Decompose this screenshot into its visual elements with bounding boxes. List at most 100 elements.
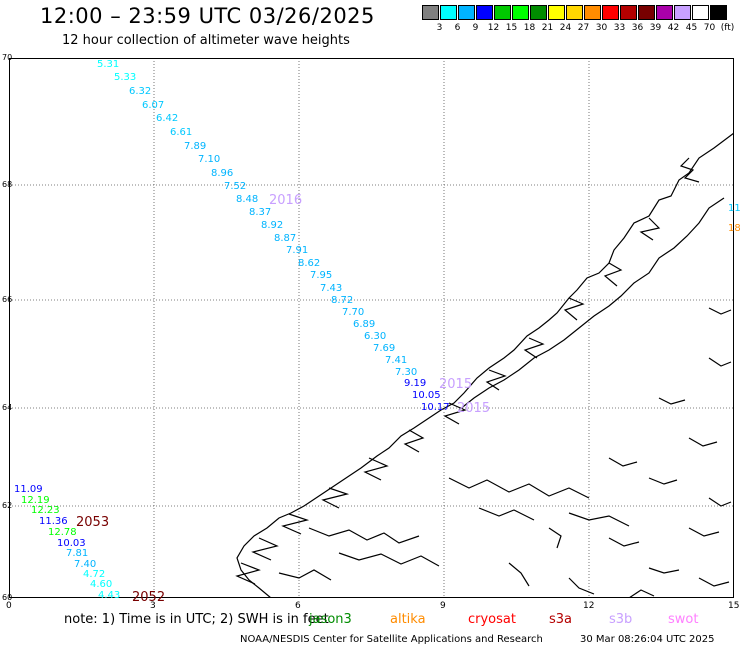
lat-label: 62	[2, 501, 13, 510]
scale-swatch	[710, 5, 727, 20]
wave-height-value: 6.32	[129, 86, 152, 97]
lon-label: 3	[150, 601, 156, 611]
wave-height-value: 7.40	[74, 559, 97, 570]
wave-height-value: 7.95	[310, 270, 333, 281]
scale-label: 15	[505, 23, 518, 33]
wave-height-value: 7.81	[66, 548, 89, 559]
scale-swatch	[476, 5, 493, 20]
satellite-jason3: jason3	[309, 612, 352, 627]
wave-height-value: 11.36	[39, 516, 68, 527]
wave-height-value: 10.17	[421, 402, 450, 413]
wave-height-value: 8.48	[236, 194, 259, 205]
scale-swatch	[692, 5, 709, 20]
satellite-cryosat: cryosat	[468, 612, 516, 627]
scale-swatch	[674, 5, 691, 20]
lat-label: 70	[2, 53, 13, 62]
scale-label: 33	[613, 23, 626, 33]
wave-height-value: 12.78	[48, 527, 77, 538]
lon-label: 6	[295, 601, 301, 611]
scale-swatch	[422, 5, 439, 20]
wave-height-value: 8.62	[298, 258, 321, 269]
chart-subtitle: 12 hour collection of altimeter wave hei…	[62, 33, 350, 48]
pass-time-label: 2016	[269, 193, 303, 208]
wave-height-value: 7.91	[286, 245, 309, 256]
scale-label: 6	[454, 23, 461, 33]
wave-height-value: 8.92	[261, 220, 284, 231]
wave-height-value: 8.72	[331, 295, 354, 306]
scale-label: 24	[559, 23, 572, 33]
wave-height-value: 8.87	[274, 233, 297, 244]
wave-height-value: 5.31	[97, 59, 120, 70]
footer-note: note: 1) Time is in UTC; 2) SWH is in fe…	[64, 612, 329, 627]
pass-time-label: 2015	[439, 377, 473, 392]
satellite-s3a: s3a	[549, 612, 573, 627]
wave-height-value: 11	[728, 203, 740, 214]
lat-label: 64	[2, 403, 13, 412]
lat-label: 68	[2, 180, 13, 189]
wave-height-value: 7.52	[224, 181, 247, 192]
scale-swatch	[494, 5, 511, 20]
wave-height-value: 6.61	[170, 127, 193, 138]
wave-height-value: 7.41	[385, 355, 408, 366]
wave-height-value: 10.05	[412, 390, 441, 401]
scale-swatch	[584, 5, 601, 20]
pass-time-label: 2015	[457, 401, 491, 416]
wave-height-value: 6.30	[364, 331, 387, 342]
scale-label: 70	[703, 23, 716, 33]
scale-swatch	[530, 5, 547, 20]
satellite-swot: swot	[668, 612, 699, 627]
scale-label: 45	[685, 23, 698, 33]
scale-label: 30	[595, 23, 608, 33]
wave-height-value: 7.10	[198, 154, 221, 165]
wave-height-value: 6.07	[142, 100, 165, 111]
wave-height-value: 4.43	[98, 590, 121, 601]
scale-swatch	[548, 5, 565, 20]
scale-swatch	[566, 5, 583, 20]
wave-height-value: 8.37	[249, 207, 272, 218]
scale-swatch	[512, 5, 529, 20]
satellite-s3b: s3b	[609, 612, 633, 627]
pass-time-label: 2053	[76, 515, 110, 530]
wave-height-value: 8.96	[211, 168, 234, 179]
wave-height-value: 4.60	[90, 579, 113, 590]
grid-lines	[9, 58, 734, 598]
lat-label: 60	[2, 593, 13, 602]
wave-height-value: 4.72	[83, 569, 106, 580]
lon-label: 9	[440, 601, 446, 611]
plot-frame	[9, 58, 734, 598]
wave-height-value: 7.30	[395, 367, 418, 378]
wave-height-map	[9, 58, 734, 598]
wave-height-value: 6.89	[353, 319, 376, 330]
wave-height-value: 7.69	[373, 343, 396, 354]
wave-height-value: 5.33	[114, 72, 137, 83]
wave-height-value: 7.70	[342, 307, 365, 318]
wave-height-value: 6.42	[156, 113, 179, 124]
scale-label: 27	[577, 23, 590, 33]
chart-title: 12:00 – 23:59 UTC 03/26/2025	[40, 4, 375, 28]
wave-height-value: 18	[728, 223, 740, 234]
wave-height-value: 7.89	[184, 141, 207, 152]
scale-label: 3	[436, 23, 443, 33]
pass-time-label: 2052	[132, 590, 166, 605]
scale-label: 18	[523, 23, 536, 33]
scale-label: 21	[541, 23, 554, 33]
scale-label: 42	[667, 23, 680, 33]
scale-label: 9	[472, 23, 479, 33]
footer-credit: NOAA/NESDIS Center for Satellite Applica…	[240, 634, 543, 645]
scale-swatch	[656, 5, 673, 20]
wave-height-value: 10.03	[57, 538, 86, 549]
wave-height-value: 11.09	[14, 484, 43, 495]
scale-label: 36	[631, 23, 644, 33]
lon-label: 15	[728, 601, 740, 611]
wave-height-value: 9.19	[404, 378, 427, 389]
scale-swatch	[620, 5, 637, 20]
lon-label: 0	[6, 601, 12, 611]
scale-swatch	[458, 5, 475, 20]
wave-height-value: 12.19	[21, 495, 50, 506]
satellite-altika: altika	[390, 612, 426, 627]
scale-swatch	[638, 5, 655, 20]
scale-label: 39	[649, 23, 662, 33]
scale-label: 12	[487, 23, 500, 33]
footer-timestamp: 30 Mar 08:26:04 UTC 2025	[580, 634, 715, 645]
scale-swatch	[602, 5, 619, 20]
